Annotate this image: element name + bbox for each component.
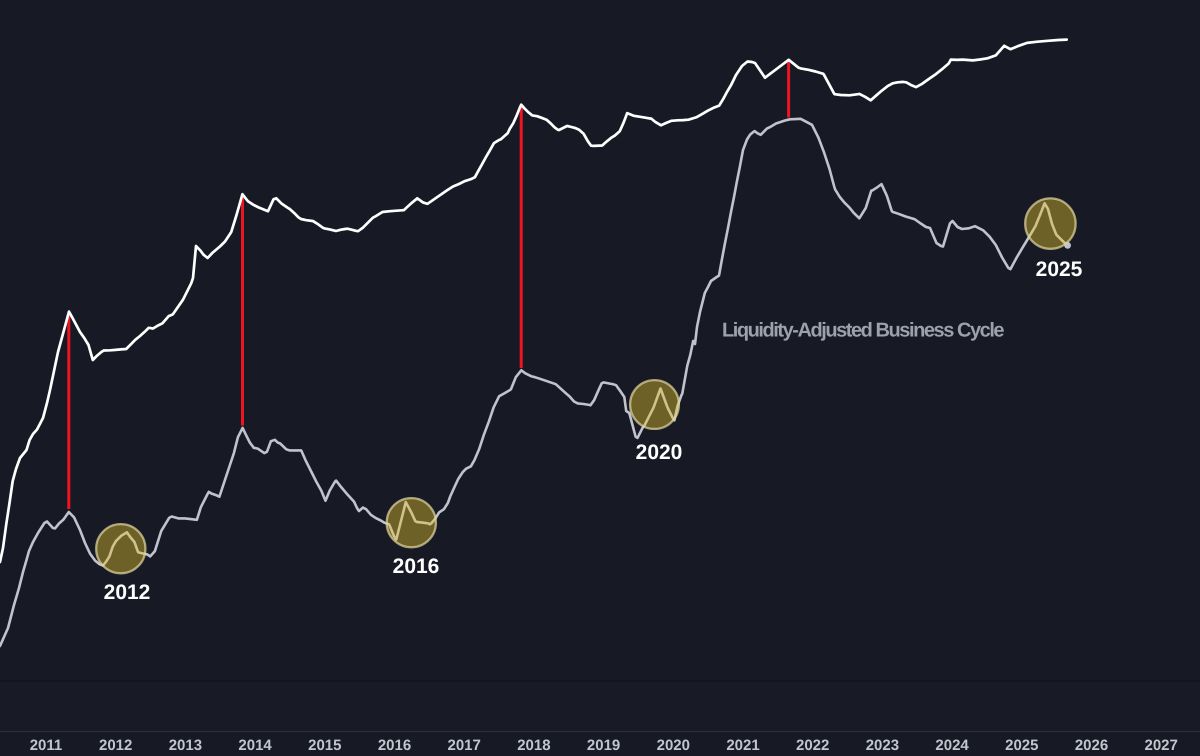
svg-text:2022: 2022	[796, 737, 829, 754]
svg-text:2013: 2013	[169, 737, 202, 754]
svg-text:2026: 2026	[1075, 737, 1108, 754]
svg-text:2015: 2015	[308, 737, 341, 754]
svg-text:2021: 2021	[726, 737, 759, 754]
svg-text:2023: 2023	[866, 737, 899, 754]
svg-text:2027: 2027	[1145, 737, 1178, 754]
svg-text:2019: 2019	[587, 737, 620, 754]
svg-text:2012: 2012	[104, 581, 151, 604]
svg-text:2018: 2018	[517, 737, 550, 754]
svg-text:2025: 2025	[1036, 258, 1083, 281]
svg-text:2020: 2020	[657, 737, 690, 754]
svg-text:2017: 2017	[448, 737, 481, 754]
svg-text:2014: 2014	[238, 737, 272, 754]
svg-text:2024: 2024	[935, 737, 969, 754]
svg-text:2011: 2011	[30, 737, 63, 754]
svg-text:2016: 2016	[378, 737, 411, 754]
svg-text:2020: 2020	[636, 441, 683, 464]
svg-text:Liquidity-Adjusted Business Cy: Liquidity-Adjusted Business Cycle	[722, 320, 1004, 342]
svg-text:2016: 2016	[393, 555, 440, 578]
svg-text:2025: 2025	[1005, 737, 1038, 754]
svg-text:2012: 2012	[99, 737, 132, 754]
